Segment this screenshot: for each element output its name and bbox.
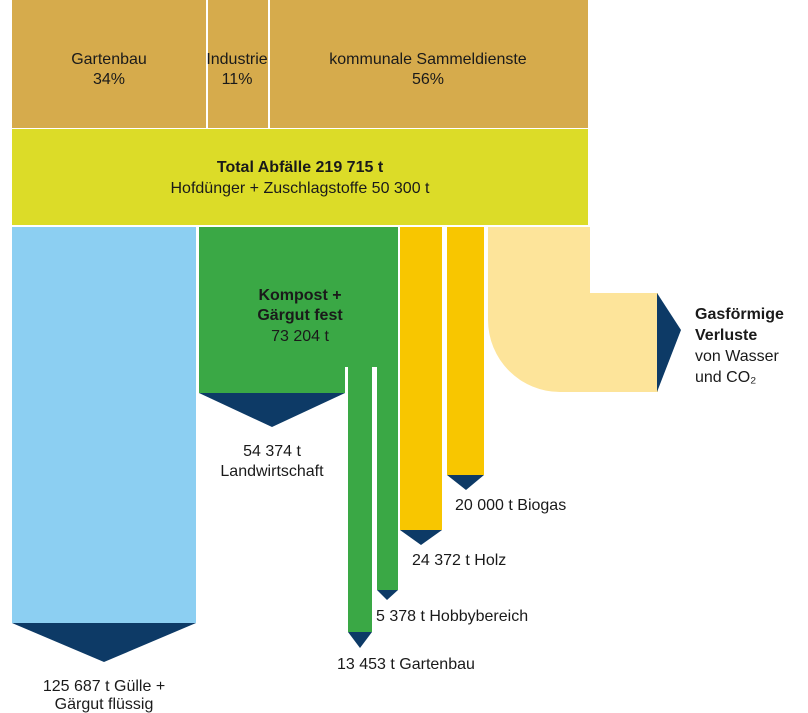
arrow: [377, 590, 398, 600]
total-subtitle: Hofdünger + Zuschlagstoffe 50 300 t: [171, 180, 431, 197]
arrow: [12, 623, 196, 662]
losses-label: Verluste: [695, 327, 757, 344]
compost-flow: [199, 227, 398, 367]
sources-band: [12, 0, 588, 128]
losses-detail: und CO₂: [695, 369, 756, 386]
losses-flow: [488, 227, 658, 392]
compost-flow: [199, 367, 345, 393]
biogas-flow: [447, 227, 484, 475]
arrow: [348, 632, 372, 648]
output-label: 24 372 t Holz: [412, 552, 506, 569]
source-name: Industrie: [206, 51, 267, 68]
guelle-flow: [12, 227, 196, 623]
arrow: [400, 530, 442, 545]
compost-label: Kompost +: [258, 287, 341, 304]
source-share: 34%: [93, 71, 125, 88]
hobby-flow: [377, 367, 398, 590]
output-label: Landwirtschaft: [220, 463, 324, 480]
losses-label: Gasförmige: [695, 306, 784, 323]
source-share: 56%: [412, 71, 444, 88]
output-label: 125 687 t Gülle +: [43, 678, 165, 695]
output-label: 20 000 t Biogas: [455, 497, 566, 514]
losses-detail: von Wasser: [695, 348, 780, 365]
output-label: 54 374 t: [243, 443, 301, 460]
source-name: Gartenbau: [71, 51, 147, 68]
arrow: [199, 393, 345, 427]
holz-flow: [400, 227, 442, 530]
source-share: 11%: [222, 71, 253, 88]
output-label: 5 378 t Hobbybereich: [376, 608, 528, 625]
total-title: Total Abfälle 219 715 t: [217, 159, 384, 176]
arrow: [657, 293, 681, 392]
compost-label: Gärgut fest: [257, 307, 343, 324]
source-name: kommunale Sammeldienste: [329, 51, 527, 68]
output-label: 13 453 t Gartenbau: [337, 656, 475, 673]
output-label: Gärgut flüssig: [55, 696, 154, 713]
gartenbau-flow: [348, 367, 372, 632]
arrow: [447, 475, 484, 490]
compost-amount: 73 204 t: [271, 328, 329, 345]
total-band: [12, 129, 588, 225]
